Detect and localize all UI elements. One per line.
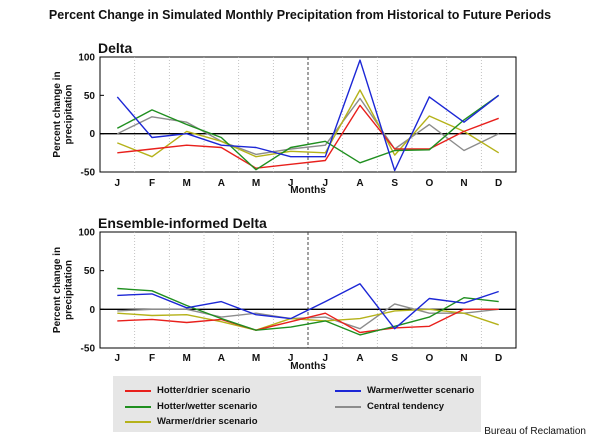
chart2-x-tick-label-apr: A xyxy=(218,353,225,364)
chart1-x-axis-label: Months xyxy=(290,185,326,196)
chart2-y-tick-label: 100 xyxy=(78,228,95,239)
chart1-x-tick-label-may: M xyxy=(252,178,260,189)
chart1-x-tick-label-feb: F xyxy=(149,178,155,189)
chart2-series-line-hotter-drier-scenario xyxy=(117,308,499,334)
chart1-x-tick-label-dec: D xyxy=(495,178,502,189)
chart2-x-tick-label-jul: J xyxy=(323,353,329,364)
chart2-y-tick-label: -50 xyxy=(81,344,96,355)
chart1-x-tick-label-aug: A xyxy=(356,178,363,189)
chart2-x-tick-label-nov: N xyxy=(460,353,467,364)
chart2-x-tick-label-jan: J xyxy=(115,353,121,364)
chart1-y-tick-label: 0 xyxy=(89,129,95,140)
chart1-x-tick-label-jul: J xyxy=(323,178,329,189)
chart2-series-line-hotter-wetter-scenario xyxy=(117,287,499,336)
chart1-x-tick-label-apr: A xyxy=(218,178,225,189)
chart1-series-line-hotter-wetter-scenario xyxy=(116,94,500,171)
chart1-x-tick-label-jan: J xyxy=(115,178,121,189)
chart1-y-axis-label: Percent change inprecipitation xyxy=(52,71,75,157)
chart1-y-axis-label-line1: Percent change in xyxy=(52,71,63,157)
legend-swatch-warmer-wetter xyxy=(335,390,361,392)
chart1-x-tick-label-sep: S xyxy=(391,178,398,189)
chart2-x-axis-label: Months xyxy=(290,361,326,372)
chart1-y-tick-label: 100 xyxy=(78,53,95,64)
chart2-y-axis-label-line1: Percent change in xyxy=(52,247,63,333)
chart2-y-tick-label: 0 xyxy=(89,305,95,316)
legend: Hotter/drier scenario Hotter/wetter scen… xyxy=(113,376,481,432)
legend-swatch-hotter-wetter xyxy=(125,406,151,408)
chart1-x-tick-label-nov: N xyxy=(460,178,467,189)
chart2-series-line-warmer-drier-scenario xyxy=(117,308,499,331)
chart1-y-axis-label-line2: precipitation xyxy=(64,84,75,144)
chart1-series-line-central-tendency xyxy=(116,97,500,156)
chart2-series-line-warmer-wetter-scenario xyxy=(117,283,499,330)
legend-swatch-central xyxy=(335,406,361,408)
chart1-x-tick-label-mar: M xyxy=(182,178,190,189)
legend-label-warmer-drier: Warmer/drier scenario xyxy=(157,416,258,427)
chart1-series-line-warmer-drier-scenario xyxy=(117,89,500,158)
chart1-series-line-hotter-drier-scenario xyxy=(117,104,499,169)
chart2-x-tick-label-sep: S xyxy=(391,353,398,364)
chart1-series-line-warmer-wetter-scenario xyxy=(116,59,500,172)
chart1-y-tick-label: -50 xyxy=(81,168,96,179)
chart1-x-tick-label-oct: O xyxy=(425,178,433,189)
chart1-y-tick-label: 50 xyxy=(84,91,96,102)
legend-label-central: Central tendency xyxy=(367,401,445,412)
chart2-y-axis-label: Percent change inprecipitation xyxy=(52,247,75,333)
chart1-x-tick-label-jun: J xyxy=(288,178,294,189)
chart2-y-axis-label-line2: precipitation xyxy=(64,260,75,320)
chart2-x-tick-label-mar: M xyxy=(182,353,190,364)
chart2-x-tick-label-feb: F xyxy=(149,353,155,364)
chart2-x-tick-label-jun: J xyxy=(288,353,294,364)
legend-label-hotter-wetter: Hotter/wetter scenario xyxy=(157,401,258,412)
chart2-x-tick-label-dec: D xyxy=(495,353,502,364)
credit-text: Bureau of Reclamation xyxy=(484,426,586,437)
chart2-x-tick-label-may: M xyxy=(252,353,260,364)
chart2-y-tick-label: 50 xyxy=(84,266,96,277)
chart2-title: Ensemble-informed Delta xyxy=(98,215,267,231)
chart2-x-tick-label-oct: O xyxy=(425,353,433,364)
figure-title: Percent Change in Simulated Monthly Prec… xyxy=(48,8,552,22)
legend-swatch-hotter-drier xyxy=(125,390,151,392)
legend-swatch-warmer-drier xyxy=(125,421,151,423)
chart1-title: Delta xyxy=(98,40,132,56)
legend-label-hotter-drier: Hotter/drier scenario xyxy=(157,385,251,396)
chart2-x-tick-label-aug: A xyxy=(356,353,363,364)
legend-label-warmer-wetter: Warmer/wetter scenario xyxy=(367,385,475,396)
